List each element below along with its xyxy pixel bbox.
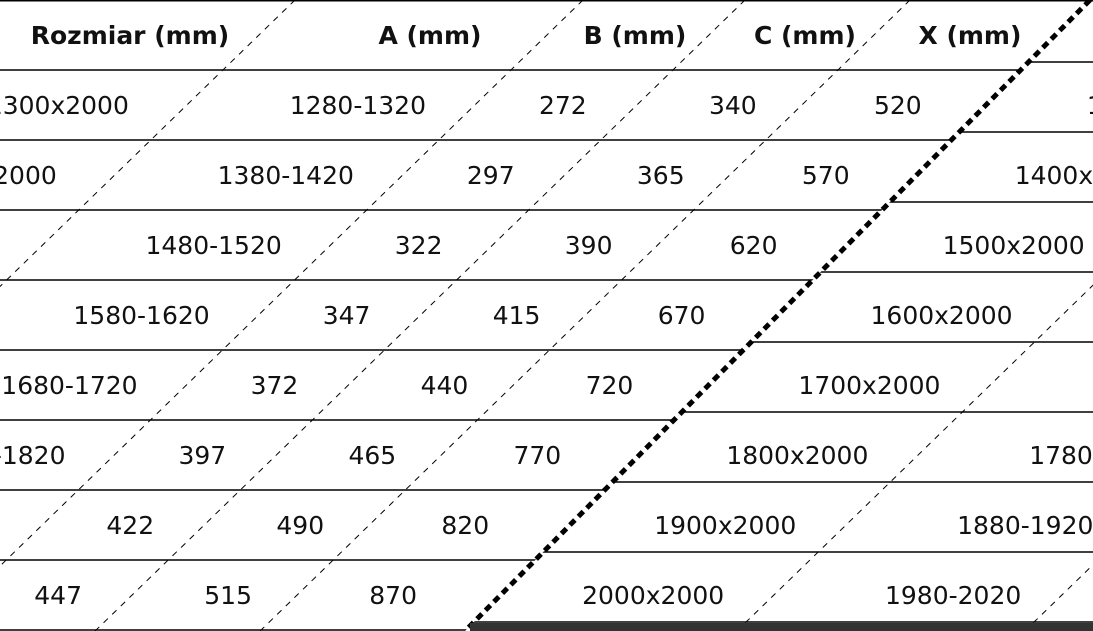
table-cell-wrapped: 1600x2000	[871, 301, 1013, 330]
table-cell-main: 1480-1520	[146, 231, 282, 260]
table-cell-main: 397	[178, 441, 226, 470]
table-cell-main: 440	[421, 371, 469, 400]
table-cell-wrapped: 1500x2000	[943, 231, 1085, 260]
table-cell-wrapped: 1980-2020	[885, 581, 1021, 610]
column-header-main: Rozmiar (mm)	[31, 21, 229, 50]
table-cell-main: 1680-1720	[1, 371, 137, 400]
table-cell-main: 415	[493, 301, 541, 330]
table-cell-main: 372	[251, 371, 299, 400]
table-cell-wrapped: 2000x2000	[582, 581, 724, 610]
column-header-main: X (mm)	[918, 21, 1021, 50]
table-cell-main: 322	[395, 231, 443, 260]
table-cell-main: 1280-1320	[290, 91, 426, 120]
table-cell-main: 1780-1820	[0, 441, 65, 470]
table-cell-main: 720	[586, 371, 634, 400]
table-cell-main: 1300x2000	[0, 91, 129, 120]
column-header-main: C (mm)	[754, 21, 856, 50]
table-cell-main: 340	[709, 91, 757, 120]
column-header-main: B (mm)	[584, 21, 687, 50]
column-header-main: A (mm)	[378, 21, 481, 50]
table-cell-main: 422	[106, 511, 154, 540]
table-cell-main: 515	[204, 581, 252, 610]
table-cell-wrapped: 1400x2000	[1015, 161, 1093, 190]
table-cell-main: 297	[467, 161, 515, 190]
table-cell-main: 390	[565, 231, 613, 260]
table-cell-main: 365	[637, 161, 685, 190]
table-cell-main: 272	[539, 91, 587, 120]
table-cell-main: 670	[658, 301, 706, 330]
diagonal-seam	[463, 0, 1092, 631]
table-cell-main: 820	[441, 511, 489, 540]
table-cell-main: 1380-1420	[218, 161, 354, 190]
table-cell-wrapped: 1800x2000	[726, 441, 868, 470]
table-cell-main: 570	[802, 161, 850, 190]
table-cell-main: 620	[730, 231, 778, 260]
table-cell-main: 490	[276, 511, 324, 540]
table-cell-main: 770	[513, 441, 561, 470]
table-cell-main: 447	[34, 581, 82, 610]
table-cell-wrapped: 1300x2000	[1087, 91, 1093, 120]
table-cell-wrapped: 1880-1920	[957, 511, 1093, 540]
table-cell-wrapped: 1900x2000	[654, 511, 796, 540]
table-cell-main: 520	[874, 91, 922, 120]
table-cell-main: 1400x2000	[0, 161, 57, 190]
table-cell-main: 465	[348, 441, 396, 470]
table-cell-main: 870	[369, 581, 417, 610]
bottom-bar	[470, 623, 1093, 631]
table-cell-wrapped: 1780-1820	[1029, 441, 1093, 470]
table-cell-main: 1580-1620	[73, 301, 209, 330]
table-cell-main: 347	[323, 301, 371, 330]
table-cell-wrapped: 1700x2000	[798, 371, 940, 400]
